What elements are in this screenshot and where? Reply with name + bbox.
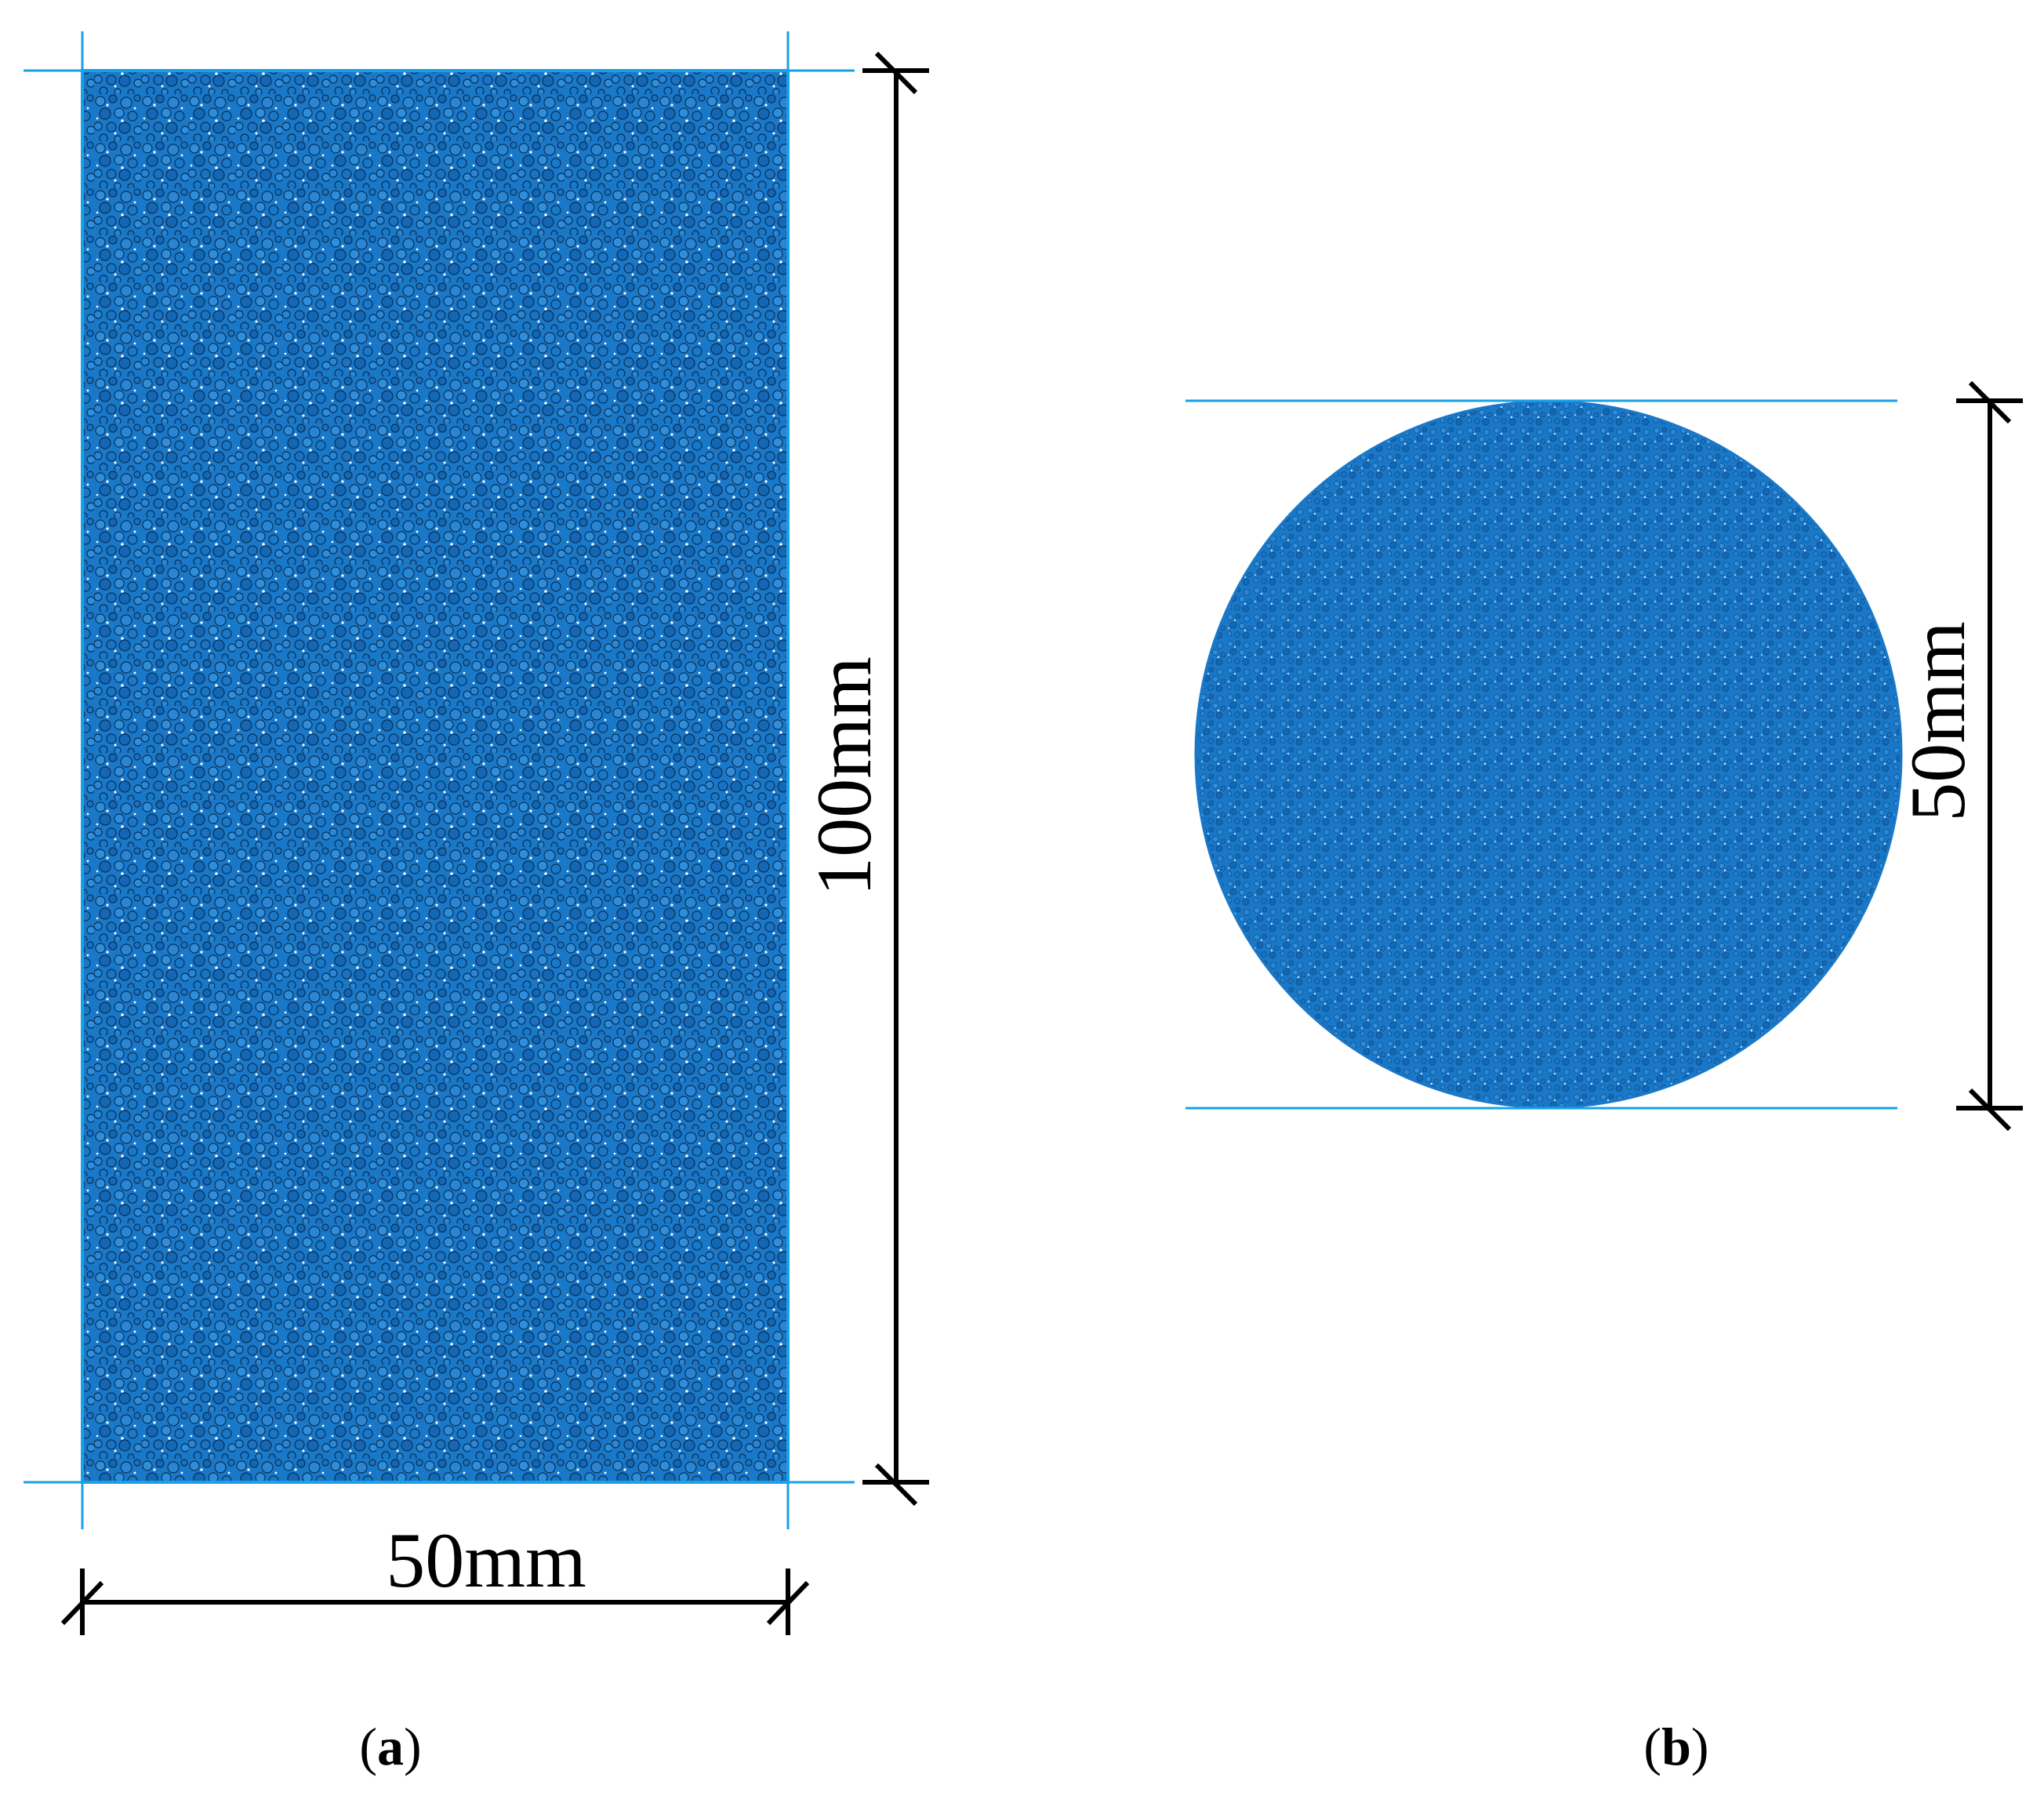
diameter-label: 50mm [1894, 621, 1981, 822]
height-label: 100mm [801, 656, 888, 896]
rectangular-specimen [81, 69, 790, 1484]
panel-a: 100mm 50mm (a) [24, 31, 929, 1776]
height-dimension [862, 51, 929, 1507]
caption-a: (a) [359, 1717, 421, 1776]
circular-specimen [1194, 400, 1903, 1109]
width-label: 50mm [386, 1517, 586, 1604]
guide-lines-a [24, 31, 855, 1529]
guide-lines-b [1185, 399, 1897, 1110]
caption-b: (b) [1643, 1717, 1708, 1776]
diameter-dimension [1956, 380, 2023, 1132]
width-dimension [60, 1569, 810, 1635]
panel-b: 50mm (b) [1185, 380, 2023, 1776]
